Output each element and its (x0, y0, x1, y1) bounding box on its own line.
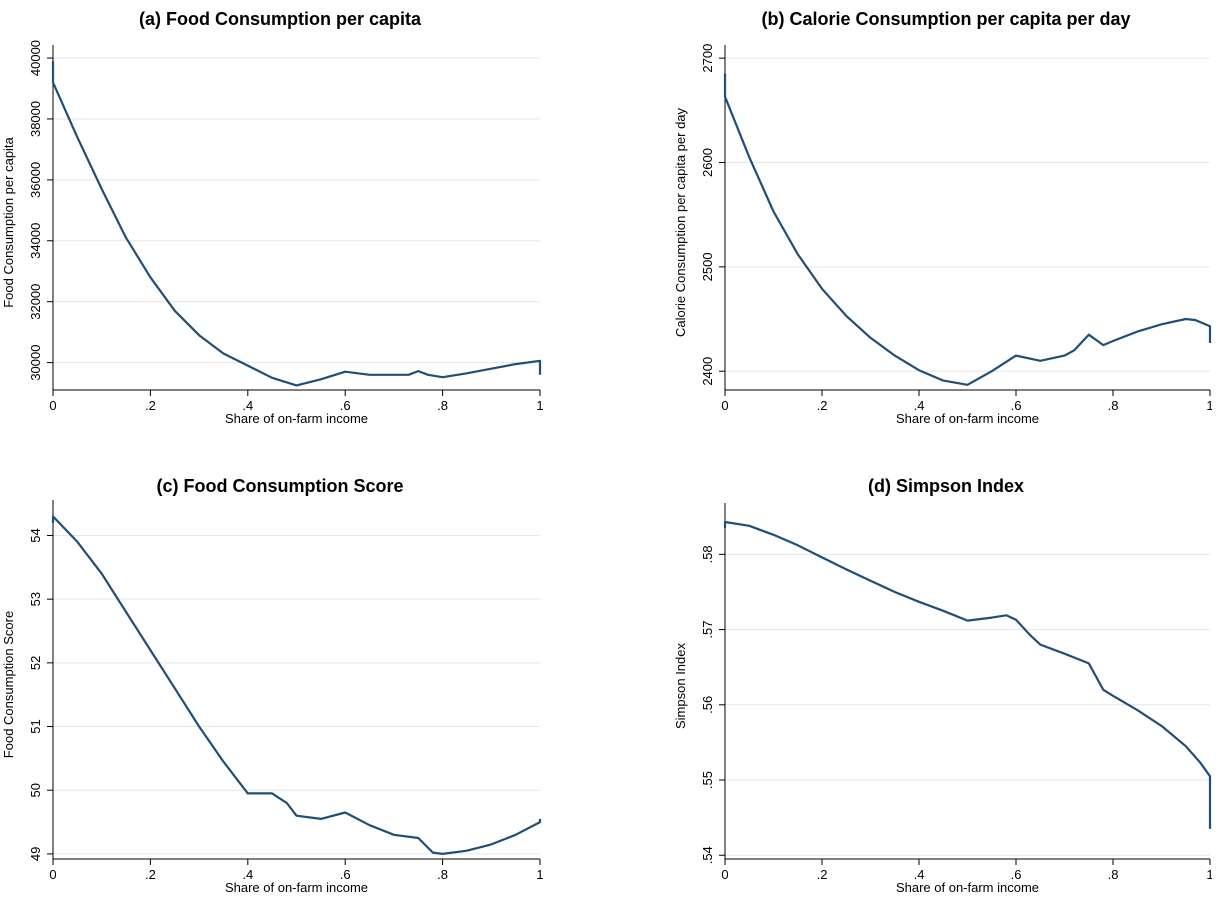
chart-c-series-line (51, 515, 542, 855)
chart-c-y-tick-label: 51 (28, 719, 43, 733)
chart-b-x-tick-label: .2 (817, 398, 828, 413)
chart-c-x-tick-label: .6 (340, 867, 351, 882)
chart-a-series-line (51, 61, 542, 387)
chart-d-x-tick-label: .4 (914, 867, 925, 882)
chart-d-x-tick-label: .2 (817, 867, 828, 882)
chart-svg-b: (b) Calorie Consumption per capita per d… (673, 9, 1212, 426)
chart-b-x-tick-label: .6 (1011, 398, 1022, 413)
chart-d-title: (d) Simpson Index (868, 476, 1024, 496)
chart-c-y-tick-label: 53 (28, 592, 43, 606)
chart-a-x-tick-label: .4 (242, 398, 253, 413)
chart-b-y-tick-label: 2400 (700, 357, 715, 386)
chart-a-x-tick-label: 0 (49, 398, 56, 413)
chart-c-y-axis-label: Food Consumption Score (1, 611, 16, 758)
chart-b-y-axis-label: Calorie Consumption per capita per day (673, 107, 688, 337)
chart-d-y-tick-label: .57 (700, 621, 715, 639)
chart-a-y-axis-label: Food Consumption per capita (1, 136, 16, 307)
chart-b-x-tick-label: 0 (721, 398, 728, 413)
chart-a-y-tick-label: 38000 (28, 101, 43, 137)
chart-b-y-tick-label: 2500 (700, 252, 715, 281)
chart-a-y-tick-label: 36000 (28, 162, 43, 198)
chart-d-y-tick-label: .58 (700, 545, 715, 563)
chart-panel-b: (b) Calorie Consumption per capita per d… (612, 0, 1212, 450)
chart-a-x-tick-label: 1 (536, 398, 543, 413)
chart-d-y-axis-label: Simpson Index (673, 643, 688, 729)
chart-c-x-tick-label: .2 (145, 867, 156, 882)
chart-d-x-tick-label: 1 (1206, 867, 1212, 882)
chart-c-y-tick-label: 50 (28, 783, 43, 797)
chart-c-y-tick-label: 52 (28, 656, 43, 670)
chart-b-x-tick-label: .8 (1108, 398, 1119, 413)
chart-d-x-axis-label: Share of on-farm income (896, 880, 1039, 895)
chart-a-y-tick-label: 40000 (28, 40, 43, 76)
chart-a-y-tick-label: 30000 (28, 345, 43, 381)
chart-b-x-tick-label: 1 (1206, 398, 1212, 413)
chart-c-title: (c) Food Consumption Score (157, 476, 404, 496)
chart-b-series-line (723, 73, 1212, 386)
chart-a-x-tick-label: .6 (340, 398, 351, 413)
chart-d-series-line (723, 520, 1212, 829)
chart-b-y-tick-label: 2600 (700, 148, 715, 177)
chart-svg-a: (a) Food Consumption per capita 30000 3200… (1, 9, 544, 426)
chart-b-y-tick-label: 2700 (700, 44, 715, 73)
chart-panel-c: (c) Food Consumption Score 49 50 51 52 53 54 0.… (0, 458, 600, 908)
chart-a-y-tick-label: 34000 (28, 223, 43, 259)
chart-d-x-tick-label: 0 (721, 867, 728, 882)
chart-a-y-tick-label: 32000 (28, 284, 43, 320)
chart-b-x-tick-label: .4 (914, 398, 925, 413)
chart-c-y-tick-label: 54 (28, 528, 43, 542)
chart-d-y-tick-label: .56 (700, 696, 715, 714)
chart-d-y-tick-label: .54 (700, 846, 715, 864)
chart-b-x-axis-label: Share of on-farm income (896, 411, 1039, 426)
chart-d-y-tick-label: .55 (700, 771, 715, 789)
chart-c-x-tick-label: 1 (536, 867, 543, 882)
chart-svg-d: (d) Simpson Index .54 .55 .56 .57 .58 0 .2 .4 .6.… (673, 476, 1212, 895)
chart-c-x-axis-label: Share of on-farm income (225, 880, 368, 895)
chart-c-y-tick-label: 49 (28, 847, 43, 861)
chart-svg-c: (c) Food Consumption Score 49 50 51 52 53 54 0.… (1, 476, 544, 895)
chart-c-x-tick-label: .4 (242, 867, 253, 882)
chart-c-x-tick-label: .8 (437, 867, 448, 882)
chart-a-title: (a) Food Consumption per capita (139, 9, 422, 29)
chart-panel-a: (a) Food Consumption per capita 30000 3200… (0, 0, 600, 450)
chart-d-x-tick-label: .8 (1108, 867, 1119, 882)
chart-panel-d: (d) Simpson Index .54 .55 .56 .57 .58 0 .2 .4 .6.… (612, 458, 1212, 908)
chart-a-x-tick-label: .2 (145, 398, 156, 413)
chart-d-x-tick-label: .6 (1011, 867, 1022, 882)
chart-a-x-tick-label: .8 (437, 398, 448, 413)
chart-c-x-tick-label: 0 (49, 867, 56, 882)
chart-b-title: (b) Calorie Consumption per capita per d… (761, 9, 1130, 29)
chart-a-x-axis-label: Share of on-farm income (225, 411, 368, 426)
